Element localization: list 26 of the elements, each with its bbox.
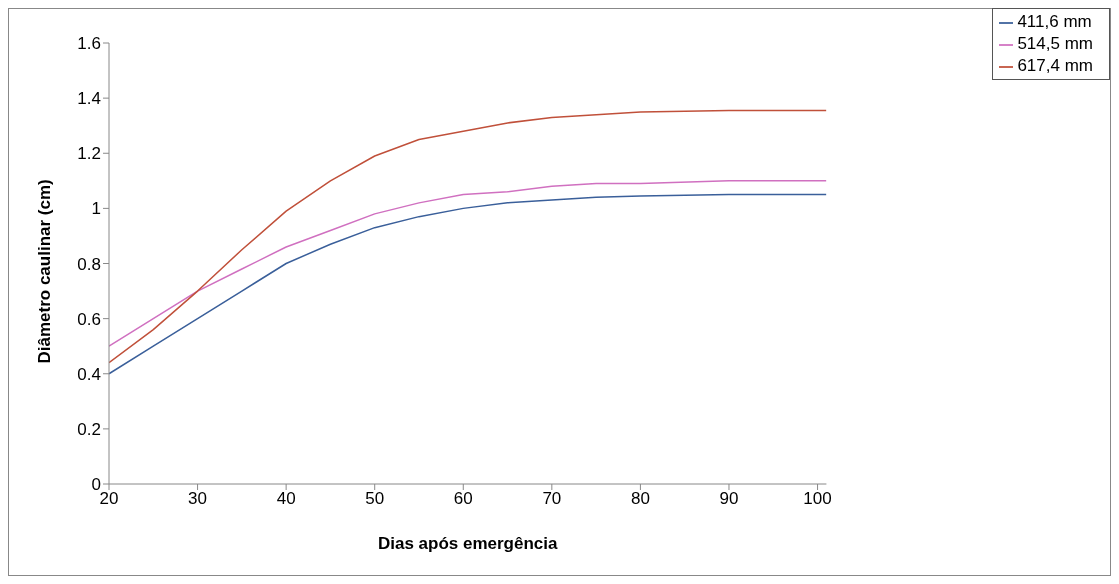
x-tick-label: 30 <box>188 489 208 509</box>
y-tick-label: 0.2 <box>77 419 101 439</box>
y-tick-label: 1.2 <box>77 144 101 164</box>
y-tick-label: 1 <box>91 199 101 219</box>
y-tick-label: 1.6 <box>77 34 101 54</box>
x-tick-label: 100 <box>803 489 832 509</box>
x-axis-title: Dias após emergência <box>377 534 559 553</box>
line-series <box>109 109 827 364</box>
y-tick-label: 0 <box>91 475 101 495</box>
y-tick-label: 0.6 <box>77 309 101 329</box>
x-tick-label: 20 <box>99 489 119 509</box>
x-tick-label: 50 <box>365 489 385 509</box>
line-series <box>109 180 827 347</box>
legend-label: 514,5 mm <box>1017 34 1093 53</box>
y-tick-label: 0.4 <box>77 364 101 384</box>
x-tick-label: 70 <box>542 489 562 509</box>
line-series <box>109 193 827 375</box>
y-axis-title: Diâmetro caulinar (cm) <box>35 179 55 364</box>
y-tick-label: 1.4 <box>77 89 101 109</box>
x-tick-label: 90 <box>719 489 739 509</box>
x-tick-label: 80 <box>630 489 650 509</box>
x-tick-label: 40 <box>276 489 296 509</box>
y-tick-label: 0.8 <box>77 254 101 274</box>
legend-label: 617,4 mm <box>1017 56 1093 75</box>
x-tick-label: 60 <box>453 489 473 509</box>
legend-label: 411,6 mm <box>1017 12 1092 31</box>
